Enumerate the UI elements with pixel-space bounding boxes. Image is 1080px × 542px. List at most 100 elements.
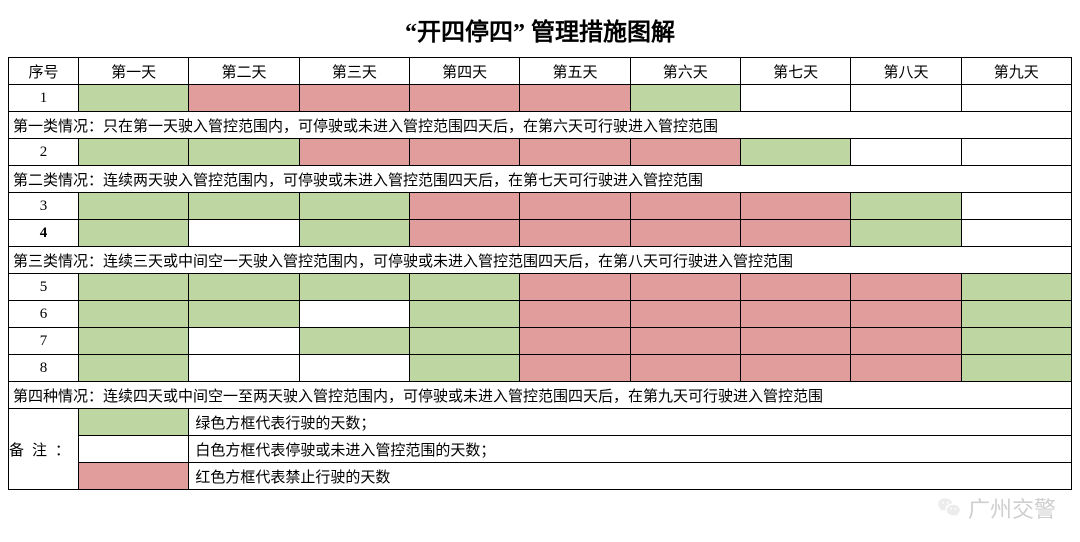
day-cell bbox=[299, 301, 409, 328]
day-cell bbox=[851, 274, 961, 301]
table-row: 2 bbox=[9, 139, 1072, 166]
day-cell bbox=[520, 328, 630, 355]
day-cell bbox=[409, 355, 519, 382]
day-cell bbox=[520, 139, 630, 166]
day-cell bbox=[189, 220, 299, 247]
day-cell bbox=[961, 139, 1071, 166]
description-text: 第二类情况：连续两天驶入管控范围内，可停驶或未进入管控范围四天后，在第七天可行驶… bbox=[9, 166, 1072, 193]
day-cell bbox=[520, 301, 630, 328]
day-cell bbox=[520, 274, 630, 301]
day-cell bbox=[961, 220, 1071, 247]
day-cell bbox=[79, 220, 189, 247]
day-cell bbox=[740, 139, 850, 166]
day-cell bbox=[851, 85, 961, 112]
day-cell bbox=[851, 139, 961, 166]
day-cell bbox=[740, 85, 850, 112]
day-cell bbox=[409, 85, 519, 112]
page-title: “开四停四” 管理措施图解 bbox=[8, 12, 1072, 47]
seq-cell: 5 bbox=[9, 274, 79, 301]
seq-cell: 7 bbox=[9, 328, 79, 355]
day-cell bbox=[851, 220, 961, 247]
legend-text: 绿色方框代表行驶的天数； bbox=[189, 409, 1072, 436]
day-header: 第九天 bbox=[961, 58, 1071, 85]
description-row: 第一类情况：只在第一天驶入管控范围内，可停驶或未进入管控范围四天后，在第六天可行… bbox=[9, 112, 1072, 139]
day-cell bbox=[630, 274, 740, 301]
day-cell bbox=[79, 301, 189, 328]
legend-swatch bbox=[79, 436, 189, 463]
day-cell bbox=[630, 220, 740, 247]
table-row: 5 bbox=[9, 274, 1072, 301]
legend-text: 红色方框代表禁止行驶的天数 bbox=[189, 463, 1072, 490]
day-cell bbox=[630, 301, 740, 328]
day-cell bbox=[299, 193, 409, 220]
day-cell bbox=[409, 301, 519, 328]
day-cell bbox=[79, 328, 189, 355]
seq-cell: 4 bbox=[9, 220, 79, 247]
day-cell bbox=[961, 274, 1071, 301]
seq-cell: 3 bbox=[9, 193, 79, 220]
legend-label: 备注： bbox=[9, 409, 79, 490]
day-cell bbox=[79, 274, 189, 301]
legend-row: 白色方框代表停驶或未进入管控范围的天数； bbox=[9, 436, 1072, 463]
legend-swatch bbox=[79, 463, 189, 490]
day-cell bbox=[189, 139, 299, 166]
day-cell bbox=[740, 220, 850, 247]
day-cell bbox=[520, 220, 630, 247]
day-cell bbox=[189, 193, 299, 220]
day-cell bbox=[79, 193, 189, 220]
day-cell bbox=[630, 139, 740, 166]
day-cell bbox=[299, 85, 409, 112]
description-row: 第三类情况：连续三天或中间空一天驶入管控范围内，可停驶或未进入管控范围四天后，在… bbox=[9, 247, 1072, 274]
day-cell bbox=[409, 274, 519, 301]
day-cell bbox=[299, 139, 409, 166]
day-header: 第三天 bbox=[299, 58, 409, 85]
legend-row: 备注：绿色方框代表行驶的天数； bbox=[9, 409, 1072, 436]
day-cell bbox=[630, 355, 740, 382]
day-cell bbox=[299, 355, 409, 382]
day-cell bbox=[740, 274, 850, 301]
watermark: 广州交警 bbox=[936, 492, 1056, 524]
day-cell bbox=[630, 328, 740, 355]
day-cell bbox=[740, 328, 850, 355]
description-row: 第二类情况：连续两天驶入管控范围内，可停驶或未进入管控范围四天后，在第七天可行驶… bbox=[9, 166, 1072, 193]
day-cell bbox=[740, 301, 850, 328]
day-cell bbox=[189, 355, 299, 382]
table-row: 3 bbox=[9, 193, 1072, 220]
seq-cell: 6 bbox=[9, 301, 79, 328]
table-row: 1 bbox=[9, 85, 1072, 112]
day-cell bbox=[189, 328, 299, 355]
day-cell bbox=[189, 85, 299, 112]
day-header: 第六天 bbox=[630, 58, 740, 85]
day-cell bbox=[520, 85, 630, 112]
day-cell bbox=[79, 139, 189, 166]
header-row: 序号 第一天 第二天 第三天 第四天 第五天 第六天 第七天 第八天 第九天 bbox=[9, 58, 1072, 85]
schedule-table: 序号 第一天 第二天 第三天 第四天 第五天 第六天 第七天 第八天 第九天 1… bbox=[8, 57, 1072, 490]
legend-swatch bbox=[79, 409, 189, 436]
day-cell bbox=[189, 301, 299, 328]
seq-cell: 1 bbox=[9, 85, 79, 112]
day-cell bbox=[409, 220, 519, 247]
day-cell bbox=[851, 193, 961, 220]
seq-cell: 8 bbox=[9, 355, 79, 382]
day-cell bbox=[299, 328, 409, 355]
day-cell bbox=[409, 139, 519, 166]
table-row: 7 bbox=[9, 328, 1072, 355]
table-row: 8 bbox=[9, 355, 1072, 382]
legend-text: 白色方框代表停驶或未进入管控范围的天数； bbox=[189, 436, 1072, 463]
description-row: 第四种情况：连续四天或中间空一至两天驶入管控范围内，可停驶或未进入管控范围四天后… bbox=[9, 382, 1072, 409]
day-cell bbox=[851, 301, 961, 328]
day-cell bbox=[79, 355, 189, 382]
day-cell bbox=[630, 193, 740, 220]
day-cell bbox=[740, 355, 850, 382]
day-cell bbox=[851, 355, 961, 382]
day-cell bbox=[520, 355, 630, 382]
day-header: 第一天 bbox=[79, 58, 189, 85]
seq-header: 序号 bbox=[9, 58, 79, 85]
description-text: 第三类情况：连续三天或中间空一天驶入管控范围内，可停驶或未进入管控范围四天后，在… bbox=[9, 247, 1072, 274]
day-header: 第五天 bbox=[520, 58, 630, 85]
table-row: 4 bbox=[9, 220, 1072, 247]
day-header: 第四天 bbox=[409, 58, 519, 85]
day-cell bbox=[630, 85, 740, 112]
watermark-text: 广州交警 bbox=[968, 492, 1056, 524]
day-header: 第七天 bbox=[740, 58, 850, 85]
